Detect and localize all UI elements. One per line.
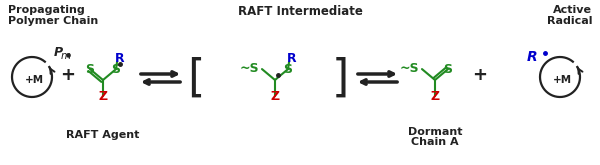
Text: R: R	[115, 52, 125, 65]
Text: Z: Z	[98, 89, 107, 102]
Text: RAFT Intermediate: RAFT Intermediate	[238, 5, 362, 18]
Text: Z: Z	[271, 89, 280, 102]
Text: +M: +M	[25, 75, 44, 85]
Text: Radical: Radical	[547, 16, 592, 26]
Text: Active: Active	[553, 5, 592, 15]
Text: ~S: ~S	[400, 62, 419, 75]
Text: ~S: ~S	[239, 62, 259, 75]
Text: S: S	[443, 63, 452, 76]
Text: S: S	[85, 63, 94, 76]
Text: R: R	[526, 50, 537, 64]
Text: Chain A: Chain A	[411, 137, 459, 147]
Text: +: +	[473, 66, 487, 84]
Text: +: +	[61, 66, 76, 84]
Text: Dormant: Dormant	[408, 127, 462, 137]
Text: R: R	[287, 52, 297, 65]
Text: RAFT Agent: RAFT Agent	[67, 130, 140, 140]
Text: S: S	[112, 63, 121, 76]
Text: S: S	[284, 63, 293, 76]
Text: +M: +M	[553, 75, 572, 85]
Text: P: P	[54, 46, 63, 59]
Text: m: m	[61, 51, 71, 61]
Text: Polymer Chain: Polymer Chain	[8, 16, 98, 26]
Text: Propagating: Propagating	[8, 5, 85, 15]
Text: ]: ]	[331, 56, 349, 99]
Text: [: [	[187, 56, 205, 99]
Text: Z: Z	[430, 89, 440, 102]
